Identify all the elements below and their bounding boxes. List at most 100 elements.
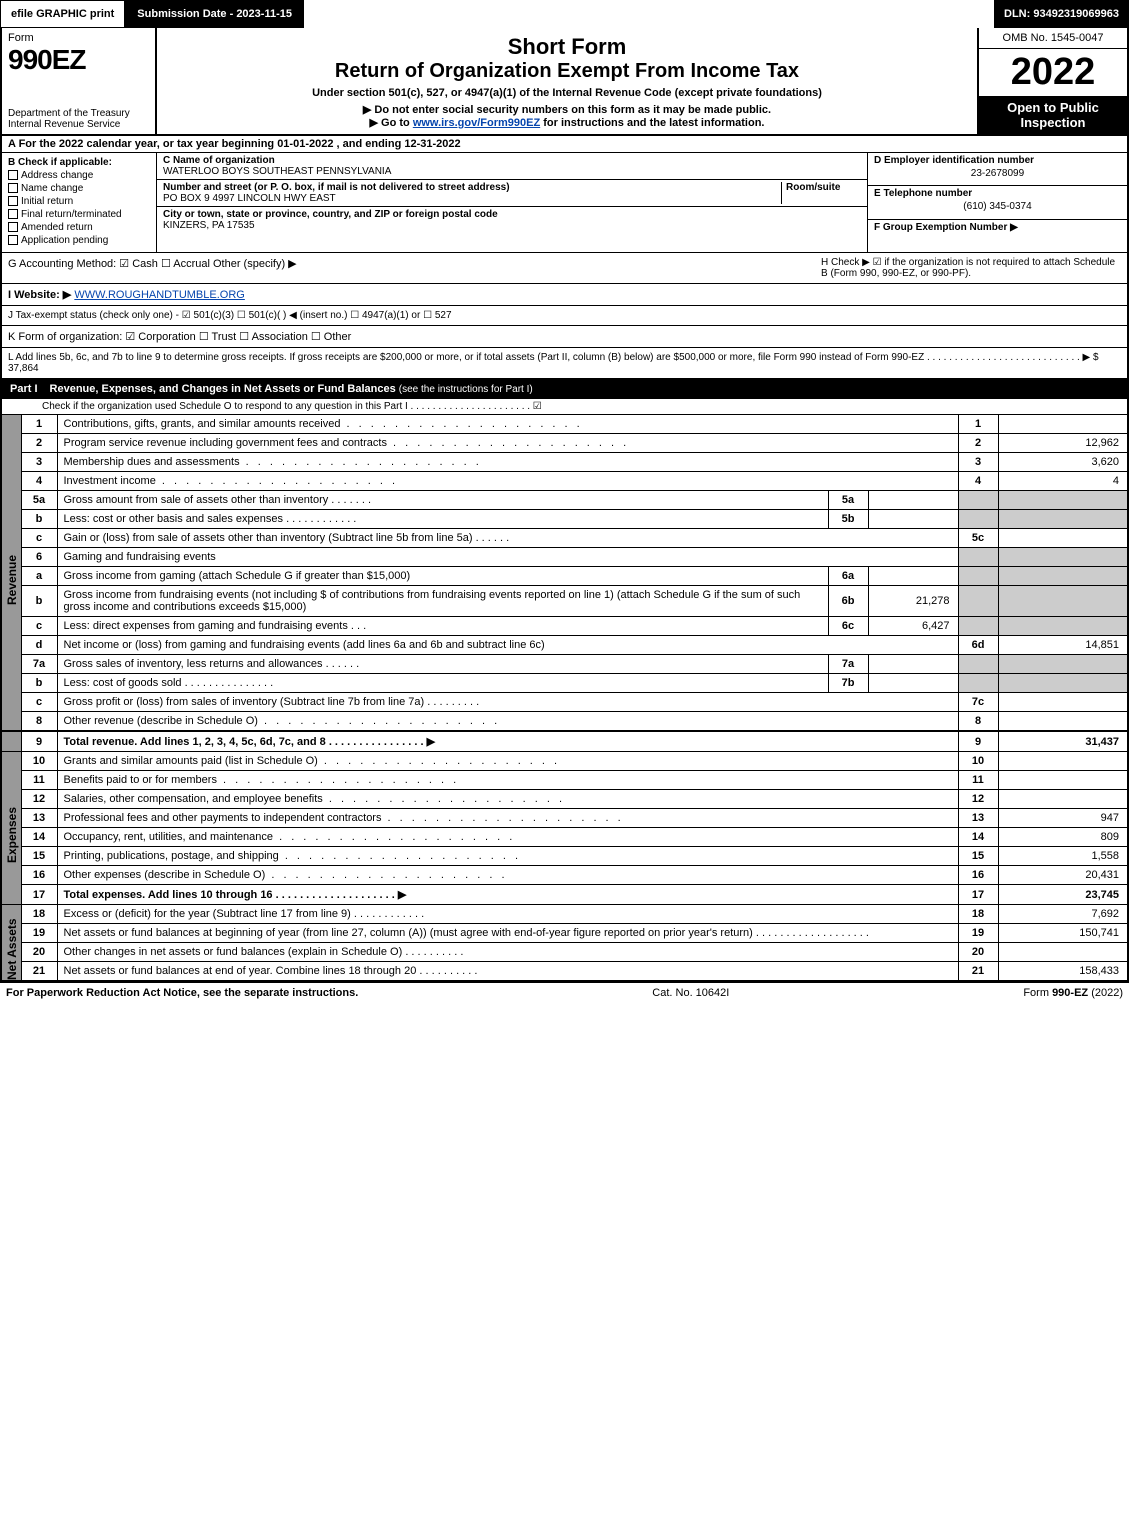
section-j: J Tax-exempt status (check only one) - ☑… bbox=[0, 306, 1129, 326]
line-8-amount bbox=[998, 712, 1128, 732]
line-5c-amount bbox=[998, 529, 1128, 548]
street-row: Number and street (or P. O. box, if mail… bbox=[157, 180, 867, 207]
chk-amended-return[interactable]: Amended return bbox=[8, 222, 150, 233]
line-3-amount: 3,620 bbox=[998, 453, 1128, 472]
line-6a-iv bbox=[868, 567, 958, 586]
line-19-num: 19 bbox=[21, 924, 57, 943]
form-label: Form bbox=[8, 32, 149, 44]
line-7c-num: c bbox=[21, 693, 57, 712]
line-11-ln: 11 bbox=[958, 771, 998, 790]
line-2-amount: 12,962 bbox=[998, 434, 1128, 453]
line-7b-iv bbox=[868, 674, 958, 693]
section-def: D Employer identification number 23-2678… bbox=[867, 153, 1127, 252]
section-c: C Name of organization WATERLOO BOYS SOU… bbox=[157, 153, 867, 252]
part1-sub: Check if the organization used Schedule … bbox=[0, 399, 1129, 415]
title-return: Return of Organization Exempt From Incom… bbox=[335, 60, 799, 83]
line-5a-in: 5a bbox=[828, 491, 868, 510]
line-20-ln: 20 bbox=[958, 943, 998, 962]
line-4-num: 4 bbox=[21, 472, 57, 491]
org-name-row: C Name of organization WATERLOO BOYS SOU… bbox=[157, 153, 867, 180]
line-21-ln: 21 bbox=[958, 962, 998, 982]
line-16-desc: Other expenses (describe in Schedule O) bbox=[57, 866, 958, 885]
city-label: City or town, state or province, country… bbox=[163, 209, 498, 220]
tax-year: 2022 bbox=[979, 49, 1127, 96]
line-16-ln: 16 bbox=[958, 866, 998, 885]
dln-label: DLN: 93492319069963 bbox=[994, 0, 1129, 28]
line-21-desc: Net assets or fund balances at end of ye… bbox=[57, 962, 958, 982]
line-5b-iv bbox=[868, 510, 958, 529]
line-11-amount bbox=[998, 771, 1128, 790]
line-19-desc: Net assets or fund balances at beginning… bbox=[57, 924, 958, 943]
line-7c-amount bbox=[998, 693, 1128, 712]
footer-center: Cat. No. 10642I bbox=[652, 987, 729, 999]
website-value[interactable]: WWW.ROUGHANDTUMBLE.ORG bbox=[74, 289, 245, 301]
line-4-amount: 4 bbox=[998, 472, 1128, 491]
ein-label: D Employer identification number bbox=[874, 155, 1034, 166]
line-12-desc: Salaries, other compensation, and employ… bbox=[57, 790, 958, 809]
line-6d-num: d bbox=[21, 636, 57, 655]
line-6c-in: 6c bbox=[828, 617, 868, 636]
line-9-ln: 9 bbox=[958, 731, 998, 752]
section-e: E Telephone number (610) 345-0374 bbox=[868, 186, 1127, 219]
line-10-amount bbox=[998, 752, 1128, 771]
line-19-amount: 150,741 bbox=[998, 924, 1128, 943]
line-5b-in: 5b bbox=[828, 510, 868, 529]
line-6d-ln: 6d bbox=[958, 636, 998, 655]
line-7a-iv bbox=[868, 655, 958, 674]
chk-name-change[interactable]: Name change bbox=[8, 183, 150, 194]
chk-initial-return[interactable]: Initial return bbox=[8, 196, 150, 207]
line-20-desc: Other changes in net assets or fund bala… bbox=[57, 943, 958, 962]
section-f: F Group Exemption Number ▶ bbox=[868, 220, 1127, 252]
side-netassets: Net Assets bbox=[1, 905, 21, 982]
submission-date: Submission Date - 2023-11-15 bbox=[125, 0, 304, 28]
line-17-amount: 23,745 bbox=[998, 885, 1128, 905]
chk-address-change[interactable]: Address change bbox=[8, 170, 150, 181]
line-8-desc: Other revenue (describe in Schedule O) bbox=[57, 712, 958, 732]
footer: For Paperwork Reduction Act Notice, see … bbox=[0, 982, 1129, 1003]
line-17-desc: Total expenses. Add lines 10 through 16 … bbox=[57, 885, 958, 905]
line-6b-in: 6b bbox=[828, 586, 868, 617]
city: KINZERS, PA 17535 bbox=[163, 220, 255, 231]
line-6c-num: c bbox=[21, 617, 57, 636]
line-5b-num: b bbox=[21, 510, 57, 529]
instr-ssn: ▶ Do not enter social security numbers o… bbox=[363, 103, 771, 116]
line-5a-shaded2 bbox=[998, 491, 1128, 510]
phone-value: (610) 345-0374 bbox=[874, 201, 1121, 212]
line-3-ln: 3 bbox=[958, 453, 998, 472]
line-6-desc: Gaming and fundraising events bbox=[57, 548, 958, 567]
line-2-num: 2 bbox=[21, 434, 57, 453]
omb-number: OMB No. 1545-0047 bbox=[979, 28, 1127, 49]
irs-link[interactable]: www.irs.gov/Form990EZ bbox=[413, 117, 540, 129]
line-17-num: 17 bbox=[21, 885, 57, 905]
phone-label: E Telephone number bbox=[874, 188, 972, 199]
line-7b-num: b bbox=[21, 674, 57, 693]
line-3-num: 3 bbox=[21, 453, 57, 472]
line-13-amount: 947 bbox=[998, 809, 1128, 828]
line-1-amount bbox=[998, 415, 1128, 434]
line-1-num: 1 bbox=[21, 415, 57, 434]
line-13-ln: 13 bbox=[958, 809, 998, 828]
line-6b-iv: 21,278 bbox=[868, 586, 958, 617]
line-9-desc: Total revenue. Add lines 1, 2, 3, 4, 5c,… bbox=[57, 731, 958, 752]
section-a: A For the 2022 calendar year, or tax yea… bbox=[0, 136, 1129, 153]
section-l: L Add lines 5b, 6c, and 7b to line 9 to … bbox=[0, 348, 1129, 379]
line-21-num: 21 bbox=[21, 962, 57, 982]
line-5a-shaded bbox=[958, 491, 998, 510]
line-6-num: 6 bbox=[21, 548, 57, 567]
line-8-ln: 8 bbox=[958, 712, 998, 732]
section-g: G Accounting Method: ☑ Cash ☐ Accrual Ot… bbox=[8, 257, 821, 279]
line-12-amount bbox=[998, 790, 1128, 809]
section-i: I Website: ▶ WWW.ROUGHANDTUMBLE.ORG bbox=[0, 284, 1129, 306]
line-21-amount: 158,433 bbox=[998, 962, 1128, 982]
line-6c-iv: 6,427 bbox=[868, 617, 958, 636]
org-name: WATERLOO BOYS SOUTHEAST PENNSYLVANIA bbox=[163, 166, 391, 177]
efile-label[interactable]: efile GRAPHIC print bbox=[0, 0, 125, 28]
line-6d-amount: 14,851 bbox=[998, 636, 1128, 655]
chk-application-pending[interactable]: Application pending bbox=[8, 235, 150, 246]
line-17-ln: 17 bbox=[958, 885, 998, 905]
chk-final-return[interactable]: Final return/terminated bbox=[8, 209, 150, 220]
line-2-desc: Program service revenue including govern… bbox=[57, 434, 958, 453]
header-center: Short Form Return of Organization Exempt… bbox=[157, 28, 977, 134]
line-6a-in: 6a bbox=[828, 567, 868, 586]
dept-label: Department of the Treasury Internal Reve… bbox=[8, 108, 149, 130]
